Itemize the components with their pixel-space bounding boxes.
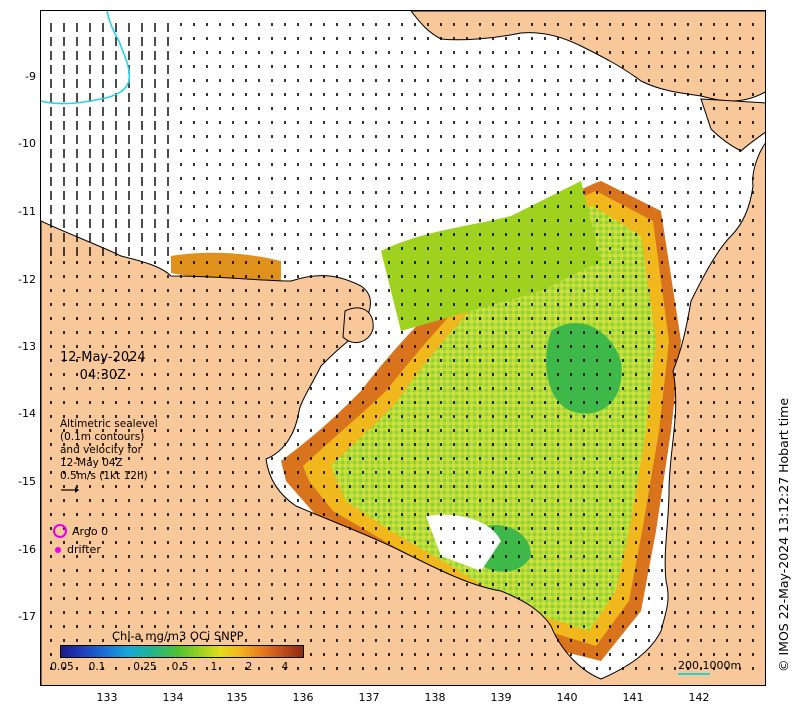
- lat-tick-label: -10: [18, 137, 36, 150]
- lon-tick-label: 141: [622, 691, 644, 704]
- colorbar-tick: 0.5: [171, 661, 189, 673]
- lon-tick-label: 134: [162, 691, 184, 704]
- lon-tick-label: 139: [490, 691, 512, 704]
- sealevel-note: Altimetric sealevel (0.1m contours) and …: [60, 418, 158, 498]
- sealevel-line: Altimetric sealevel: [60, 418, 158, 430]
- legend-drifter: drifter: [53, 543, 101, 556]
- velocity-scale: 0.5m/s (1kt 12h): [60, 470, 158, 483]
- sealevel-line: and velocity for: [60, 444, 142, 456]
- legend-drifter-label: drifter: [67, 543, 101, 556]
- chlorophyll-field: [171, 181, 681, 661]
- legend-argo: Argo 0: [53, 524, 108, 538]
- colorbar-tick: 1: [210, 661, 218, 673]
- sealevel-line: (0.1m contours): [60, 431, 145, 443]
- imos-credit: © IMOS 22-May-2024 13:12:27 Hobart time: [776, 397, 791, 672]
- lat-tick-label: -15: [18, 475, 36, 488]
- colorbar: [60, 645, 304, 658]
- colorbar-title: Chl-a mg/m3 OCi SNPP: [112, 629, 244, 643]
- lat-tick-label: -14: [18, 407, 36, 420]
- argo-marker-icon: [53, 524, 67, 538]
- land: [41, 11, 765, 685]
- cape-york-strait: [700, 98, 765, 152]
- lat-tick-label: -11: [18, 205, 36, 218]
- new-guinea: [410, 11, 765, 102]
- argo-track: [41, 11, 131, 105]
- velocity-arrows: [50, 23, 754, 670]
- colorbar-tick: 0.05: [50, 661, 74, 673]
- lat-tick-label: -17: [18, 610, 36, 623]
- sealevel-line: 12-May 04Z: [60, 457, 123, 469]
- lon-tick-label: 137: [358, 691, 380, 704]
- chl-white-gap: [426, 514, 501, 571]
- drifter-marker-icon: [55, 546, 61, 553]
- lat-tick-label: -16: [18, 543, 36, 556]
- lat-tick-label: -13: [18, 340, 36, 353]
- chlorophyll-map: [41, 11, 765, 685]
- chl-gulf-low: [331, 206, 656, 631]
- map-date: 12-May-2024: [60, 350, 146, 365]
- legend-argo-label: Argo 0: [72, 524, 109, 538]
- chl-green-patch: [546, 322, 622, 414]
- groote-eylandt: [342, 307, 374, 344]
- bathymetry-scale-bar: [678, 673, 710, 675]
- arnhem-land: [41, 142, 765, 685]
- lat-tick-label: -9: [25, 70, 36, 83]
- bathymetry-scale-label: 200 1000m: [678, 659, 742, 672]
- lon-tick-label: 142: [688, 691, 710, 704]
- colorbar-tick: 0.25: [133, 661, 157, 673]
- lon-tick-label: 135: [226, 691, 248, 704]
- lon-tick-label: 133: [96, 691, 118, 704]
- map-time: 04:30Z: [79, 368, 127, 383]
- colorbar-tick: 2: [245, 661, 253, 673]
- sealevel-line: 0.5m/s (1kt 12h): [60, 470, 148, 482]
- colorbar-tick: 4: [281, 661, 289, 673]
- lon-tick-label: 138: [424, 691, 446, 704]
- chl-orange-strip: [171, 252, 281, 286]
- lat-tick-label: -12: [18, 273, 36, 286]
- colorbar-tick: 0.1: [88, 661, 106, 673]
- map-frame[interactable]: [40, 10, 766, 686]
- lon-tick-label: 136: [292, 691, 314, 704]
- lon-tick-label: 140: [556, 691, 578, 704]
- velocity-scale-arrow-icon: [61, 487, 79, 493]
- map-datetime: 12-May-2024 04:30Z: [60, 349, 146, 385]
- chl-north-band: [381, 181, 601, 331]
